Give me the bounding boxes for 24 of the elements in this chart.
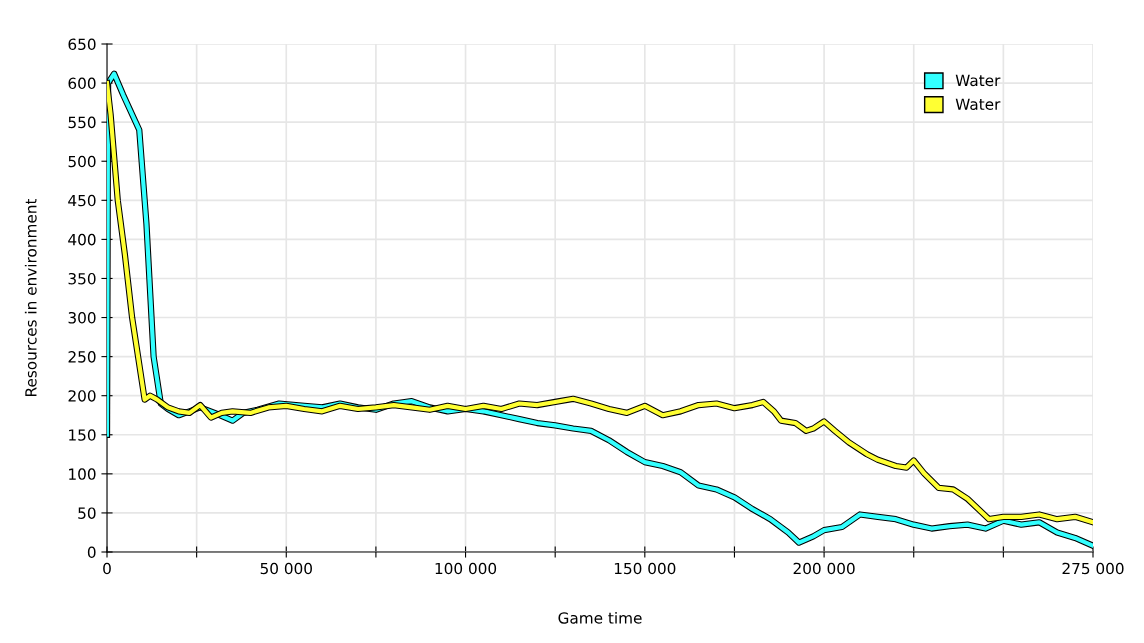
y-tick-label: 600 (68, 77, 96, 90)
y-tick-label: 150 (69, 429, 96, 441)
y-tick-label: 650 (68, 38, 96, 51)
y-tick-label: 400 (68, 233, 96, 246)
y-tick-label: 100 (69, 468, 96, 480)
y-tick-label: 0 (87, 546, 96, 559)
legend-label: Water (955, 74, 1001, 87)
x-tick-label: 50 000 (260, 562, 312, 575)
y-tick-label: 350 (68, 272, 96, 285)
y-axis-title: Resources in environment (24, 198, 37, 396)
x-tick-label: 150 000 (614, 562, 676, 575)
legend-label: Water (955, 98, 1001, 110)
y-tick-label: 500 (68, 155, 96, 168)
x-tick-label: 100 000 (435, 562, 497, 575)
y-tick-label: 550 (68, 116, 96, 129)
y-tick-label: 50 (78, 507, 96, 519)
y-tick-label: 450 (68, 194, 96, 207)
x-axis-title: Game time (558, 611, 642, 624)
x-tick-label: 0 (103, 562, 111, 575)
y-tick-label: 200 (68, 390, 96, 402)
x-tick-label: 275 000 (1062, 562, 1124, 575)
y-tick-label: 300 (68, 312, 96, 324)
y-tick-label: 250 (68, 351, 96, 363)
x-tick-label: 200 000 (793, 562, 855, 575)
